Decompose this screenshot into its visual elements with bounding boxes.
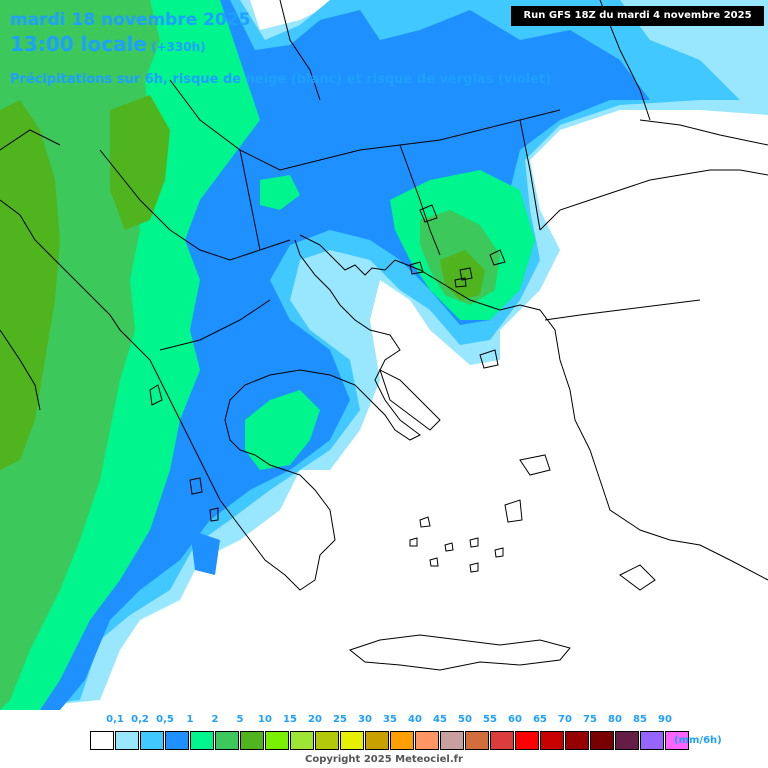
- legend-tick-label: 75: [583, 714, 597, 725]
- legend-tick-label: 15: [283, 714, 297, 725]
- legend-tick-label: 45: [433, 714, 447, 725]
- legend-tick-label: 0,5: [156, 714, 174, 725]
- run-banner: Run GFS 18Z du mardi 4 novembre 2025: [511, 6, 764, 26]
- legend-swatch: [240, 731, 264, 750]
- copyright: Copyright 2025 Meteociel.fr: [305, 754, 463, 765]
- legend-swatch: [290, 731, 314, 750]
- legend-tick-label: 90: [658, 714, 672, 725]
- valid-time: 13:00 locale: [10, 32, 147, 56]
- legend-tick-label: 5: [236, 714, 244, 725]
- legend-swatch: [115, 731, 139, 750]
- legend-tick-label: 25: [333, 714, 347, 725]
- legend-swatch: [140, 731, 164, 750]
- legend-swatch: [215, 731, 239, 750]
- legend-tick-label: 60: [508, 714, 522, 725]
- legend-swatch: [540, 731, 564, 750]
- legend-tick-label: 85: [633, 714, 647, 725]
- map-time: 13:00 locale (+330h): [10, 32, 206, 56]
- legend-swatch: [315, 731, 339, 750]
- legend-swatch: [165, 731, 189, 750]
- map-subtitle: Précipitations sur 6h, risque de neige (…: [10, 72, 552, 87]
- legend-swatch: [465, 731, 489, 750]
- legend-unit: (mm/6h): [674, 735, 722, 746]
- legend-swatch: [640, 731, 664, 750]
- legend-swatch: [440, 731, 464, 750]
- map-date: mardi 18 novembre 2025: [10, 10, 251, 30]
- legend-tick-label: 20: [308, 714, 322, 725]
- legend-tick-label: 35: [383, 714, 397, 725]
- legend-swatch: [615, 731, 639, 750]
- legend-tick-label: 0,1: [106, 714, 124, 725]
- legend-tick-label: 50: [458, 714, 472, 725]
- forecast-lead: (+330h): [151, 40, 206, 54]
- precip-zone-5: [0, 95, 485, 470]
- legend-swatch: [515, 731, 539, 750]
- legend-tick-label: 70: [558, 714, 572, 725]
- legend-swatch: [390, 731, 414, 750]
- legend-swatch: [90, 731, 114, 750]
- legend-tick-label: 65: [533, 714, 547, 725]
- legend-swatch: [590, 731, 614, 750]
- legend-tick-label: 10: [258, 714, 272, 725]
- legend-swatch: [340, 731, 364, 750]
- legend-tick-label: 1: [186, 714, 194, 725]
- legend-swatch: [365, 731, 389, 750]
- legend-tick-label: 40: [408, 714, 422, 725]
- legend-swatch: [665, 731, 689, 750]
- legend-tick-label: 55: [483, 714, 497, 725]
- legend-swatch: [415, 731, 439, 750]
- legend-tick-label: 0,2: [131, 714, 149, 725]
- legend-color-bar: [90, 731, 690, 750]
- legend-tick-label: 80: [608, 714, 622, 725]
- legend-swatch: [565, 731, 589, 750]
- legend-tick-label: 2: [211, 714, 219, 725]
- legend-ticks: 0,1 0,2 0,5 1 2 5 10 15 20 25 30 35 40 45 50 55 60 65 70 75…: [0, 714, 768, 728]
- legend-tick-label: 30: [358, 714, 372, 725]
- legend-swatch: [490, 731, 514, 750]
- legend-swatch: [190, 731, 214, 750]
- legend-swatch: [265, 731, 289, 750]
